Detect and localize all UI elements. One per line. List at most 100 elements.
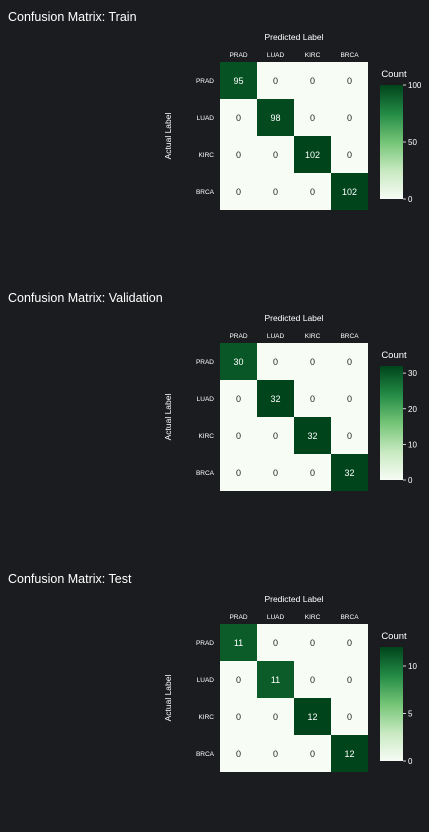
colorbar-tick-label: 5: [408, 710, 413, 719]
x-axis-label: Predicted Label: [264, 32, 323, 42]
cell-value-label: 12: [344, 749, 354, 759]
y-tick-label: BRCA: [196, 751, 215, 758]
colorbar-label: Count: [381, 631, 407, 642]
confusion-matrix-validation: Confusion Matrix: Validation Predicted L…: [0, 291, 429, 551]
heatmap-cell: [331, 624, 368, 661]
heatmap-cell: [294, 661, 331, 698]
heatmap-cell: [294, 698, 331, 735]
chart-title: Confusion Matrix: Train: [8, 10, 137, 24]
heatmap-cell: [220, 624, 257, 661]
x-tick-label: KIRC: [305, 333, 321, 340]
colorbar-label: Count: [381, 350, 407, 361]
y-axis-label: Actual Label: [163, 675, 173, 722]
colorbar-tick-label: 20: [408, 405, 417, 414]
colorbar-tick-label: 0: [408, 476, 413, 485]
heatmap-cell: [220, 698, 257, 735]
colorbar-tick-label: 30: [408, 369, 417, 378]
heatmap-cell: [294, 99, 331, 136]
cell-value-label: 0: [273, 638, 278, 648]
y-tick-label: LUAD: [197, 115, 215, 122]
cell-value-label: 0: [236, 749, 241, 759]
cell-value-label: 0: [310, 638, 315, 648]
cell-value-label: 0: [310, 113, 315, 123]
cell-value-label: 12: [307, 712, 317, 722]
cell-value-label: 32: [344, 468, 354, 478]
confusion-matrix-train: Confusion Matrix: Train Predicted Label P…: [0, 10, 429, 270]
heatmap-cell: [294, 62, 331, 99]
y-tick-label: KIRC: [198, 714, 214, 721]
cell-value-label: 0: [347, 150, 352, 160]
cell-value-label: 0: [347, 712, 352, 722]
colorbar-label: Count: [381, 69, 407, 80]
cell-value-label: 0: [310, 468, 315, 478]
cell-value-label: 0: [236, 431, 241, 441]
cell-value-label: 11: [271, 675, 280, 685]
cell-value-label: 0: [347, 394, 352, 404]
colorbar-tick-label: 50: [408, 138, 417, 147]
heatmap-cell: [294, 380, 331, 417]
cell-value-label: 0: [347, 675, 352, 685]
x-tick-label: PRAD: [229, 333, 247, 340]
heatmap-cell: [331, 661, 368, 698]
cell-value-label: 0: [310, 357, 315, 367]
cell-value-label: 32: [270, 394, 280, 404]
heatmap-cell: [220, 343, 257, 380]
cell-value-label: 0: [273, 749, 278, 759]
cell-value-label: 0: [310, 394, 315, 404]
cell-value-label: 102: [305, 150, 320, 160]
heatmap-cell: [220, 454, 257, 491]
heatmap-cell: [220, 417, 257, 454]
heatmap-train: Predicted Label PRAD LUAD KIRC BRCA PRAD LUAD K…: [163, 32, 422, 210]
cell-value-label: 0: [236, 394, 241, 404]
heatmap-cell: [294, 417, 331, 454]
heatmap-cell: [220, 661, 257, 698]
heatmap-cell: [257, 735, 294, 772]
heatmap-cell: [294, 173, 331, 210]
colorbar: [380, 647, 403, 761]
cell-value-label: 0: [347, 638, 352, 648]
colorbar: [380, 366, 403, 480]
y-axis-label: Actual Label: [163, 394, 173, 441]
heatmap-cell: [331, 136, 368, 173]
heatmap-cell: [257, 661, 294, 698]
heatmap-cell: [294, 454, 331, 491]
cell-value-label: 0: [347, 113, 352, 123]
cell-value-label: 102: [342, 187, 357, 197]
heatmap-cell: [331, 698, 368, 735]
x-tick-label: BRCA: [340, 52, 359, 59]
colorbar-tick-label: 100: [408, 81, 422, 90]
cell-value-label: 0: [236, 675, 241, 685]
cell-value-label: 0: [236, 113, 241, 123]
heatmap-cell: [257, 380, 294, 417]
cell-value-label: 0: [273, 357, 278, 367]
cell-value-label: 0: [273, 150, 278, 160]
y-tick-label: PRAD: [196, 78, 214, 85]
x-tick-label: LUAD: [267, 614, 285, 621]
x-tick-label: BRCA: [340, 614, 359, 621]
heatmap-cell: [257, 173, 294, 210]
colorbar-tick-label: 0: [408, 757, 413, 766]
colorbar-tick-label: 10: [408, 662, 417, 671]
heatmap-cell: [331, 417, 368, 454]
heatmap-cell: [220, 62, 257, 99]
cell-value-label: 0: [273, 431, 278, 441]
cell-value-label: 95: [233, 76, 243, 86]
cell-value-label: 0: [273, 712, 278, 722]
colorbar-tick-label: 0: [408, 195, 413, 204]
cell-value-label: 0: [236, 187, 241, 197]
cell-value-label: 0: [236, 712, 241, 722]
colorbar: [380, 85, 403, 199]
cell-value-label: 30: [233, 357, 243, 367]
cell-value-label: 0: [310, 675, 315, 685]
chart-title: Confusion Matrix: Test: [8, 572, 132, 586]
heatmap-cell: [220, 136, 257, 173]
y-tick-label: BRCA: [196, 470, 215, 477]
heatmap-cell: [331, 343, 368, 380]
heatmap-cell: [220, 735, 257, 772]
x-tick-label: KIRC: [305, 52, 321, 59]
colorbar-tick-label: 10: [408, 440, 417, 449]
cell-value-label: 0: [347, 76, 352, 86]
x-tick-label: LUAD: [267, 52, 285, 59]
heatmap-cell: [220, 99, 257, 136]
heatmap-test: Predicted Label PRAD LUAD KIRC BRCA PRAD LUAD K…: [163, 594, 417, 772]
